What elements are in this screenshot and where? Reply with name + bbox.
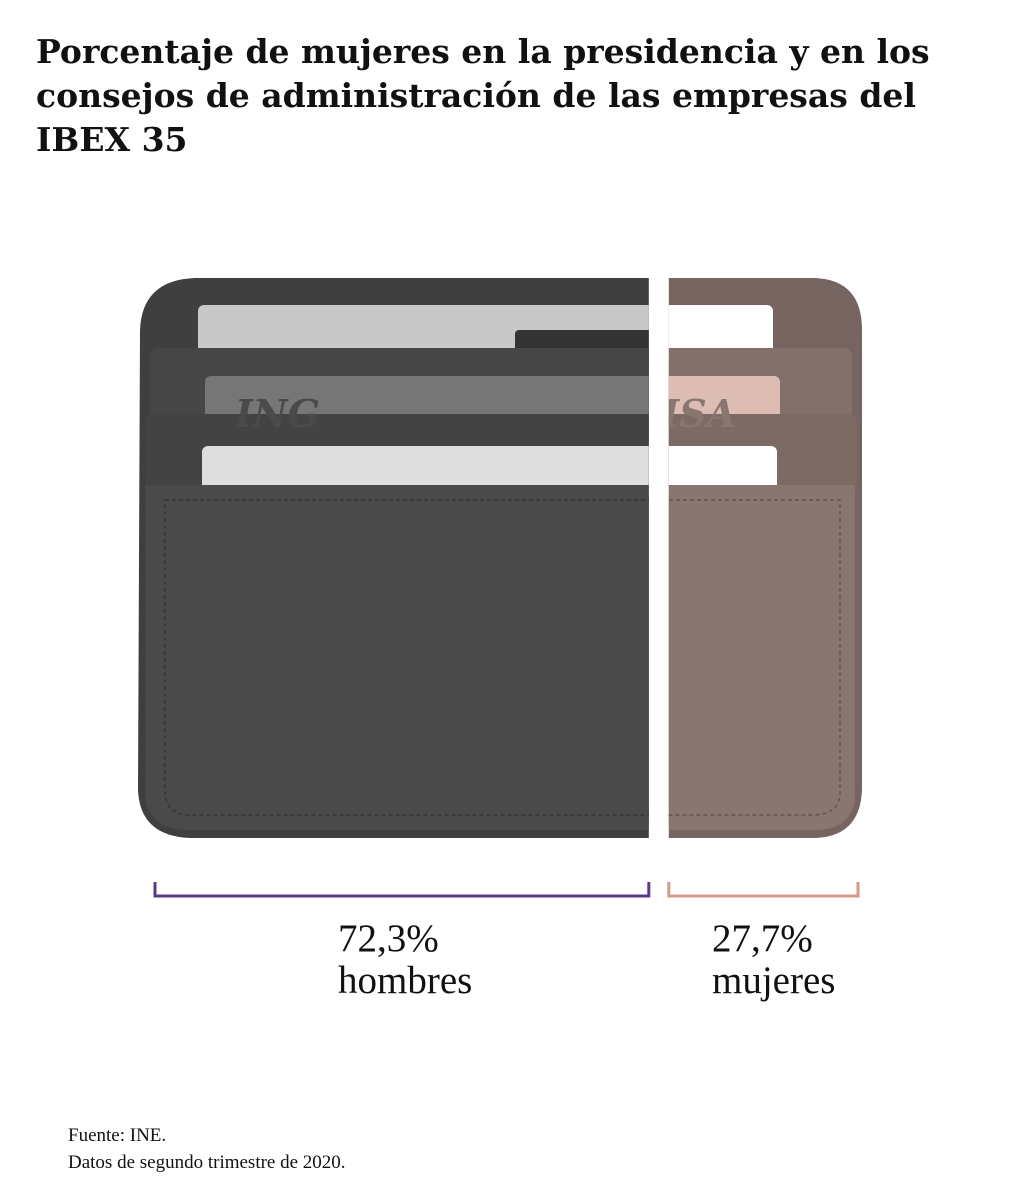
bracket-hombres (153, 882, 651, 898)
label-hombres: 72,3% hombres (338, 918, 472, 1002)
wallet-men-part: ING (138, 278, 649, 838)
wallet-women-part: VISA (632, 278, 862, 838)
bracket-mujeres (667, 882, 860, 898)
label-mujeres: 27,7% mujeres (712, 918, 835, 1002)
value-hombres: 72,3% (338, 917, 439, 960)
source-line: Fuente: INE. (68, 1125, 167, 1146)
card-brand-text: VISA (632, 391, 736, 436)
value-mujeres: 27,7% (712, 917, 813, 960)
category-hombres: hombres (338, 959, 473, 1002)
chart-title: Porcentaje de mujeres en la presidencia … (36, 32, 930, 159)
source-note: Fuente: INE. Datos de segundo trimestre … (68, 1122, 346, 1176)
category-mujeres: mujeres (712, 959, 836, 1002)
card-bank-text: ING (234, 391, 320, 436)
date-note: Datos de segundo trimestre de 2020. (68, 1152, 346, 1173)
